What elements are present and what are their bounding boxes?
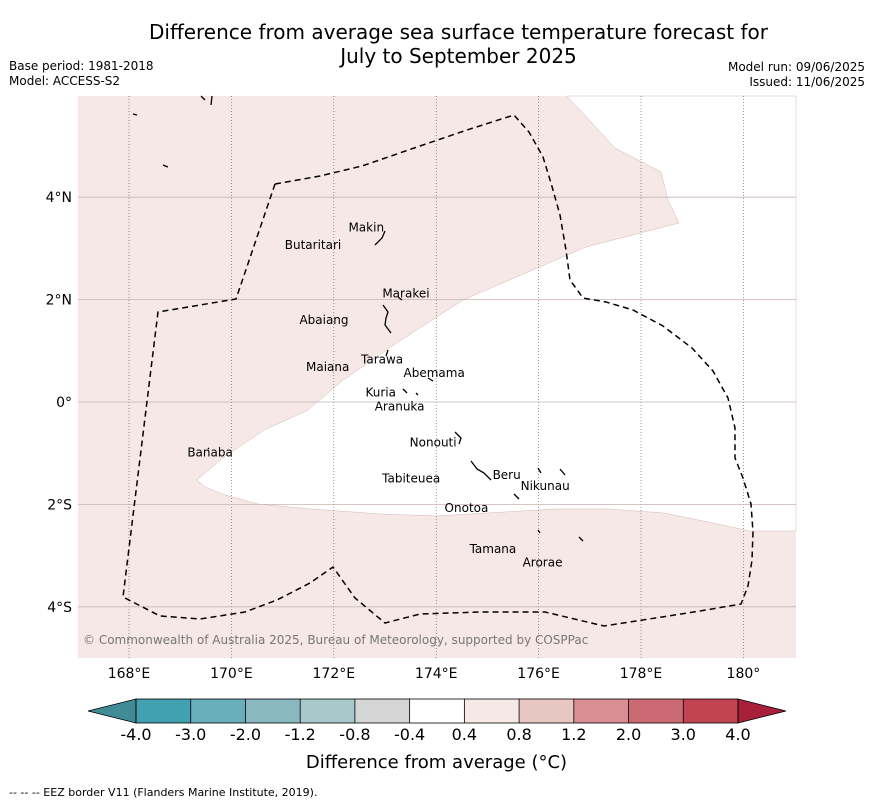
anomaly-field-neutral (196, 95, 797, 532)
place-label-marakei: Marakei (382, 287, 429, 301)
base-period: Base period: 1981-2018 (9, 59, 154, 73)
graticule (78, 96, 796, 658)
model-run-date: Model run: 09/06/2025 (727, 60, 865, 74)
island-outline (559, 468, 566, 476)
title-line-1: Difference from average sea surface temp… (148, 20, 768, 44)
place-label-kuria: Kuria (365, 386, 396, 400)
lon-tick-label: 168°E (108, 666, 151, 682)
island-outline (374, 230, 386, 246)
island-outline (397, 296, 403, 301)
colorbar-tick-label: -1.2 (285, 725, 316, 744)
axis-labels: 168°E 170°E 172°E 174°E 176°E 178°E 180° 4°N 2°N… (46, 190, 761, 682)
place-label-beru: Beru (493, 468, 521, 482)
colorbar-segment (519, 699, 574, 723)
colorbar: -4.0 -3.0 -2.0 -1.2 -0.8 -0.4 0.4 0.8 1.2 2.0 3.0 4… (87, 698, 787, 744)
lon-tick-label: 180° (727, 666, 761, 682)
island-outline (382, 304, 392, 334)
island-outline (578, 536, 584, 542)
colorbar-segment (136, 699, 191, 723)
island-outline (207, 447, 210, 450)
colorbar-segment (409, 699, 465, 723)
colorbar-tick-label: 0.8 (506, 725, 531, 744)
place-label-tarawa: Tarawa (360, 352, 403, 366)
place-label-banaba: Banaba (187, 446, 233, 460)
issued-date: Issued: 11/06/2025 (749, 75, 865, 89)
place-label-maiana: Maiana (306, 360, 349, 374)
colorbar-tick-label: -0.4 (394, 725, 425, 744)
place-label-nikunau: Nikunau (521, 479, 570, 493)
island-outline (513, 493, 520, 500)
island-outline (415, 392, 419, 396)
island-outline (454, 431, 462, 445)
colorbar-segment (354, 699, 410, 723)
lat-tick-label: 2°S (47, 497, 72, 513)
colorbar-tick-label: -4.0 (120, 725, 151, 744)
colorbar-segment (190, 699, 246, 723)
island-outline (210, 95, 213, 106)
title-line-2: July to September 2025 (340, 44, 577, 68)
island-outline (427, 377, 434, 382)
lon-tick-label: 178°E (620, 666, 663, 682)
model-name: Model: ACCESS-S2 (9, 74, 121, 88)
colorbar-segment (628, 699, 684, 723)
island-outline (470, 460, 492, 481)
colorbar-tick-label: 2.0 (616, 725, 641, 744)
island-outlines (132, 95, 584, 542)
colorbar-label: Difference from average (°C) (305, 752, 568, 773)
place-label-abemama: Abemama (404, 366, 465, 380)
colorbar-under-arrow (87, 698, 137, 724)
place-labels: Makin Butaritari Marakei Abaiang Tarawa Maian… (187, 221, 569, 570)
lat-tick-label: 2°N (46, 293, 72, 309)
colorbar-tick-label: -2.0 (230, 725, 261, 744)
place-label-arorae: Arorae (523, 556, 563, 570)
copyright-notice: © Commonwealth of Australia 2025, Bureau… (83, 633, 588, 647)
place-label-butaritari: Butaritari (285, 238, 342, 252)
place-label-nonouti: Nonouti (410, 435, 457, 449)
lon-tick-label: 172°E (313, 666, 356, 682)
colorbar-over-arrow (737, 698, 787, 724)
colorbar-tick-label: 1.2 (561, 725, 586, 744)
model-info: Base period: 1981-2018 Model: ACCESS-S2 (9, 59, 154, 89)
colorbar-tick-label: 4.0 (725, 725, 750, 744)
colorbar-segment (573, 699, 629, 723)
colorbar-segment (464, 699, 520, 723)
lon-tick-label: 176°E (517, 666, 560, 682)
lat-tick-label: 0° (56, 395, 72, 411)
colorbar-tick-label: 3.0 (671, 725, 696, 744)
lon-tick-label: 174°E (415, 666, 458, 682)
lat-tick-label: 4°N (46, 190, 72, 206)
island-outline (162, 164, 169, 168)
island-outline (200, 95, 206, 101)
eez-border (122, 114, 754, 627)
place-label-makin: Makin (348, 221, 384, 235)
colorbar-tick-label: 0.4 (452, 725, 477, 744)
map-plot-area: Makin Butaritari Marakei Abaiang Tarawa Maian… (78, 95, 797, 658)
eez-source-note: -- -- -- EEZ border V11 (Flanders Marine… (9, 786, 318, 799)
place-label-abaiang: Abaiang (299, 313, 348, 327)
colorbar-segment (683, 699, 738, 723)
lat-tick-label: 4°S (47, 600, 72, 616)
colorbar-tick-label: -3.0 (175, 725, 206, 744)
place-label-tamana: Tamana (469, 542, 517, 556)
island-outline (385, 349, 389, 357)
colorbar-segment (245, 699, 301, 723)
colorbar-tick-label: -0.8 (339, 725, 370, 744)
place-label-onotoa: Onotoa (445, 501, 489, 515)
island-outline (537, 467, 542, 474)
island-outline (537, 529, 541, 534)
place-label-tabiteuea: Tabiteuea (381, 472, 440, 486)
run-info: Model run: 09/06/2025 Issued: 11/06/2025 (728, 60, 865, 90)
island-outline (402, 388, 408, 394)
place-label-aranuka: Aranuka (375, 399, 425, 413)
lon-tick-label: 170°E (210, 666, 253, 682)
island-outline (132, 113, 138, 116)
colorbar-segment (300, 699, 355, 723)
